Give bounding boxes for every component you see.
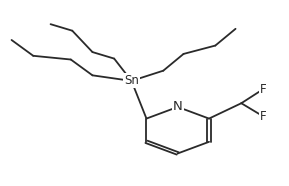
Text: Sn: Sn xyxy=(124,74,139,87)
Text: N: N xyxy=(173,100,183,113)
Text: F: F xyxy=(260,110,266,123)
Text: F: F xyxy=(260,83,266,96)
